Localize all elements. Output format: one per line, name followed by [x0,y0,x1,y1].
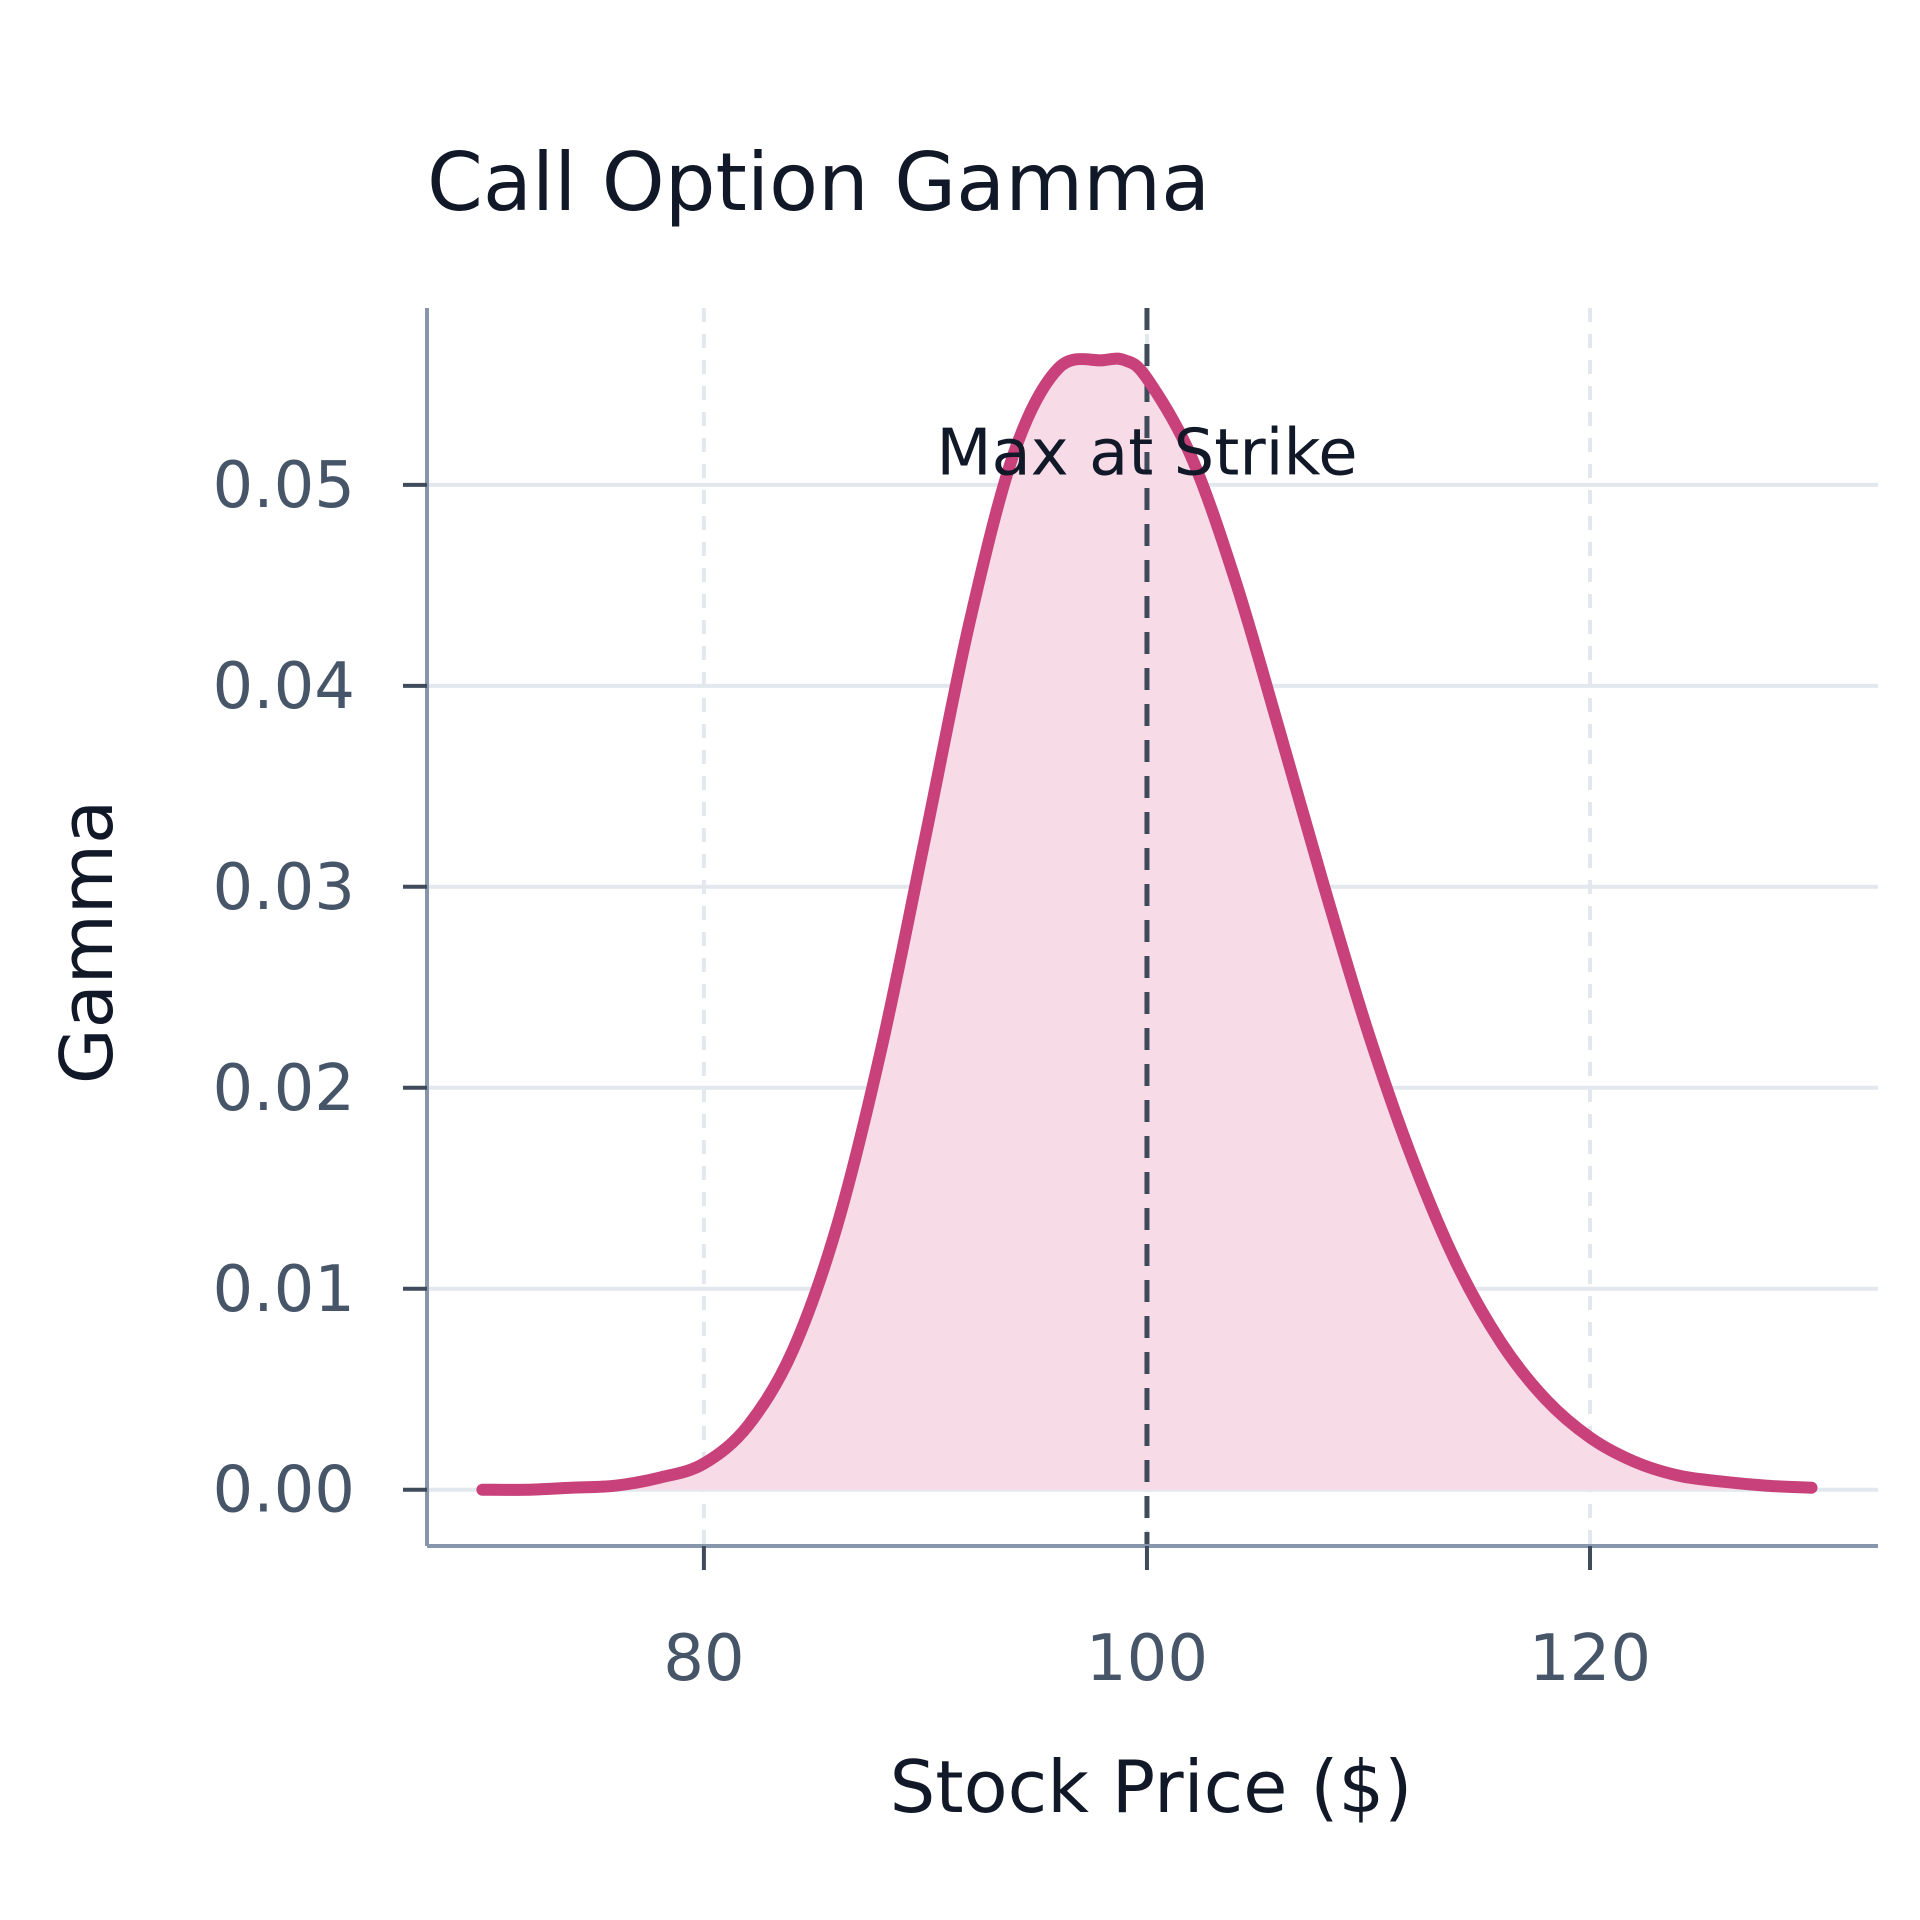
gamma-line [476,352,1818,1496]
y-tick-label-2: 0.02 [213,1052,356,1126]
x-axis-label: Stock Price ($) [890,1745,1413,1829]
y-tick-label-3: 0.03 [213,851,356,925]
x-tick-label-0: 80 [663,1622,744,1696]
ticks-layer: 0.00 0.01 0.02 0.03 0.04 0.05 80 100 120 [213,449,1652,1696]
y-tick-label-5: 0.05 [213,449,356,523]
y-tick-label-4: 0.04 [213,650,356,724]
max-at-strike-annotation: Max at Strike [936,417,1357,491]
chart-title: Call Option Gamma [427,136,1210,229]
y-axis-label: Gamma [45,800,129,1084]
x-tick-label-2: 120 [1529,1622,1651,1696]
x-tick-label-1: 100 [1086,1622,1208,1696]
y-tick-label-0: 0.00 [213,1454,356,1528]
y-tick-label-1: 0.01 [213,1253,356,1327]
axes-layer [425,308,1878,1548]
